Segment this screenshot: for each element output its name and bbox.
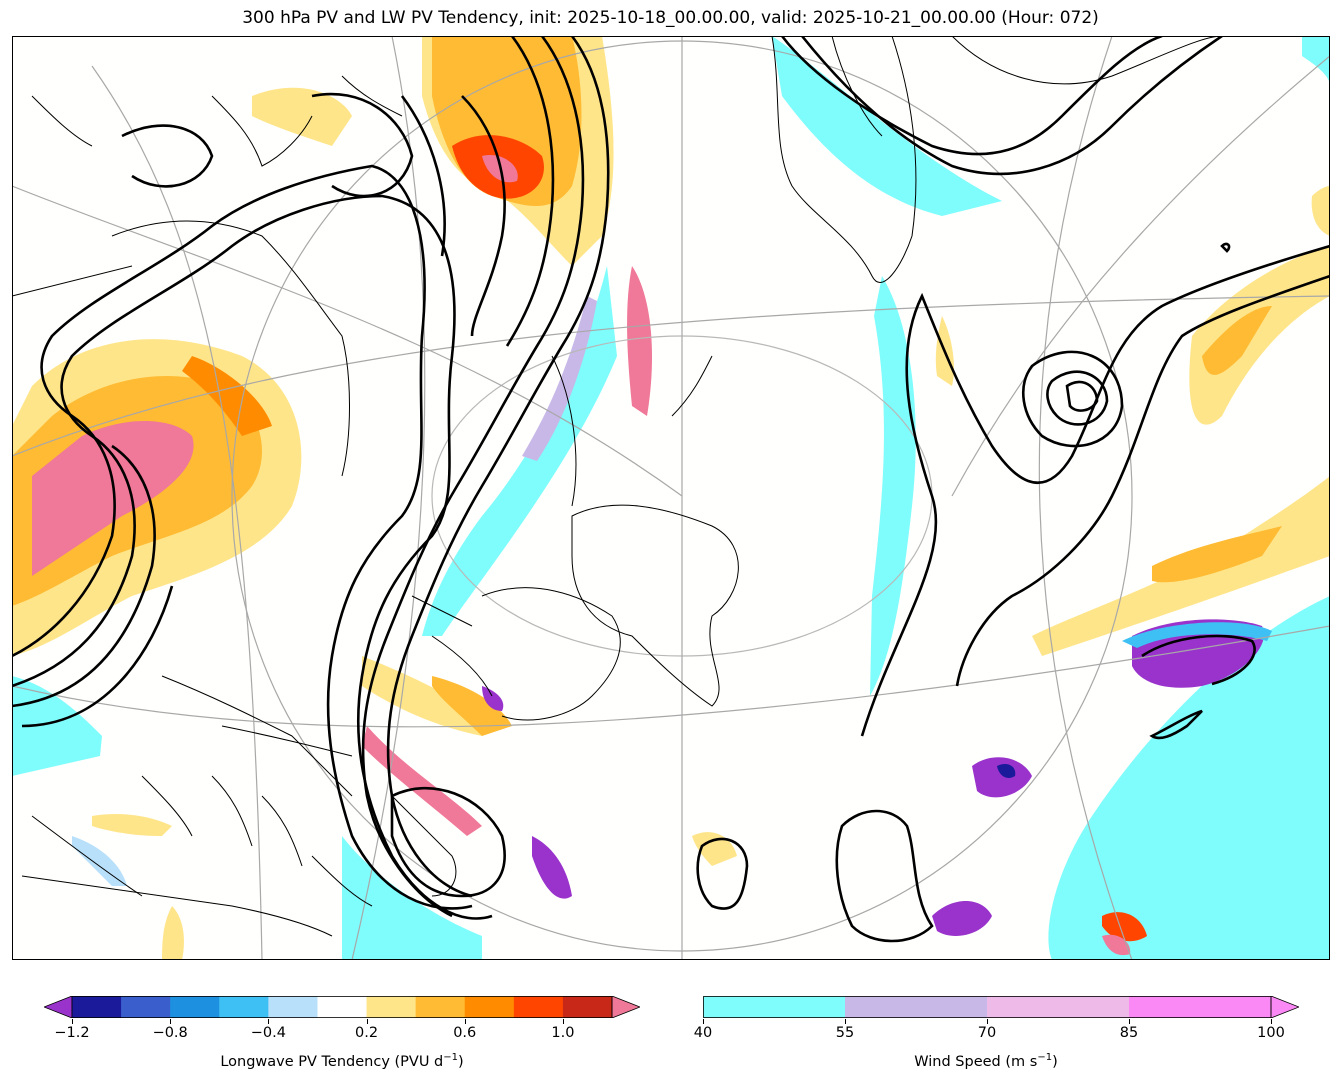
wind-speed-colorbar-label-sup: −1 bbox=[1037, 1052, 1053, 1063]
pv-colorbar-extend-over bbox=[611, 995, 642, 1019]
wind-colorbar-tick-label: 40 bbox=[693, 1025, 713, 1041]
wind-speed-colorbar-label-text: Wind Speed (m s bbox=[914, 1053, 1038, 1070]
pv-tendency-colorbar-label-sup: −1 bbox=[443, 1052, 459, 1063]
graticule bbox=[12, 36, 1330, 960]
pv-colorbar-segment bbox=[562, 996, 613, 1018]
pv-colorbar-tick-label: −0.4 bbox=[250, 1025, 286, 1041]
wind-colorbar-segment bbox=[703, 996, 846, 1018]
wind-colorbar-tick-label: 70 bbox=[977, 1025, 997, 1041]
pv-contours bbox=[12, 36, 1330, 943]
pv-tendency-colorbar-label: Longwave PV Tendency (PVU d−1) bbox=[220, 1052, 463, 1070]
pv-colorbar-segment bbox=[464, 996, 515, 1018]
plot-title: 300 hPa PV and LW PV Tendency, init: 202… bbox=[242, 8, 1099, 28]
wind-colorbar-tick-label-mark bbox=[845, 1019, 846, 1024]
wind-colorbar-tick-label: 100 bbox=[1257, 1025, 1285, 1041]
wind-speed-fill-purple bbox=[522, 296, 597, 461]
wind-colorbar-segment bbox=[845, 996, 988, 1018]
wind-colorbar-segment bbox=[1129, 996, 1272, 1018]
map-panel bbox=[12, 36, 1330, 960]
pv-colorbar-segment bbox=[513, 996, 564, 1018]
pv-colorbar-segment bbox=[366, 996, 417, 1018]
pv-tendency-fill bbox=[12, 36, 1330, 960]
wind-colorbar-tick-label: 85 bbox=[1119, 1025, 1139, 1041]
pv-colorbar-tick-label: −1.2 bbox=[54, 1025, 90, 1041]
pv-colorbar-extend-under bbox=[42, 995, 73, 1019]
pv-colorbar-tick-label: 1.0 bbox=[551, 1025, 575, 1041]
wind-speed-colorbar-label-close: ) bbox=[1052, 1053, 1058, 1070]
wind-colorbar-tick-label-mark bbox=[703, 1019, 704, 1024]
pv-tendency-colorbar bbox=[42, 995, 642, 1019]
pv-colorbar-tick-label-mark bbox=[366, 1019, 368, 1024]
wind-colorbar-tick-label-mark bbox=[1271, 1019, 1272, 1024]
pv-colorbar-tick-label-mark bbox=[464, 1019, 466, 1024]
wind-colorbar-extend-over bbox=[1270, 995, 1301, 1019]
wind-speed-colorbar-label: Wind Speed (m s−1) bbox=[914, 1052, 1057, 1070]
pv-colorbar-tick-label-mark bbox=[268, 1019, 270, 1024]
pv-colorbar-tick-label-mark bbox=[170, 1019, 172, 1024]
pv-colorbar-tick-label-mark bbox=[72, 1019, 73, 1024]
map-frame bbox=[12, 36, 1330, 960]
pv-colorbar-segment bbox=[72, 996, 122, 1018]
wind-colorbar-segment bbox=[987, 996, 1130, 1018]
pv-colorbar-segment bbox=[415, 996, 466, 1018]
pv-colorbar-segment bbox=[170, 996, 220, 1018]
pv-tendency-colorbar-label-close: ) bbox=[458, 1053, 464, 1070]
pv-colorbar-segment bbox=[268, 996, 318, 1018]
wind-colorbar-tick-label-mark bbox=[987, 1019, 988, 1024]
pv-colorbar-segment bbox=[219, 996, 269, 1018]
map-canvas bbox=[12, 36, 1330, 960]
pv-tendency-colorbar-label-text: Longwave PV Tendency (PVU d bbox=[220, 1053, 444, 1070]
pv-colorbar-segment bbox=[121, 996, 171, 1018]
wind-speed-colorbar-bar bbox=[703, 995, 1301, 1019]
wind-speed-colorbar bbox=[703, 995, 1301, 1019]
wind-colorbar-tick-label: 55 bbox=[835, 1025, 855, 1041]
pv-colorbar-outline bbox=[71, 996, 613, 1018]
pv-colorbar-segment bbox=[317, 996, 368, 1018]
wind-colorbar-tick-label-mark bbox=[1129, 1019, 1130, 1024]
wind-colorbar-outline bbox=[703, 996, 1272, 1018]
wind-speed-fill bbox=[12, 36, 1330, 960]
pv-colorbar-tick-label-mark bbox=[562, 1019, 564, 1024]
pv-colorbar-tick-label: 0.2 bbox=[355, 1025, 379, 1041]
pv-colorbar-tick-label: 0.6 bbox=[453, 1025, 477, 1041]
pv-colorbar-tick-label: −0.8 bbox=[152, 1025, 188, 1041]
pv-tendency-colorbar-bar bbox=[42, 995, 642, 1019]
